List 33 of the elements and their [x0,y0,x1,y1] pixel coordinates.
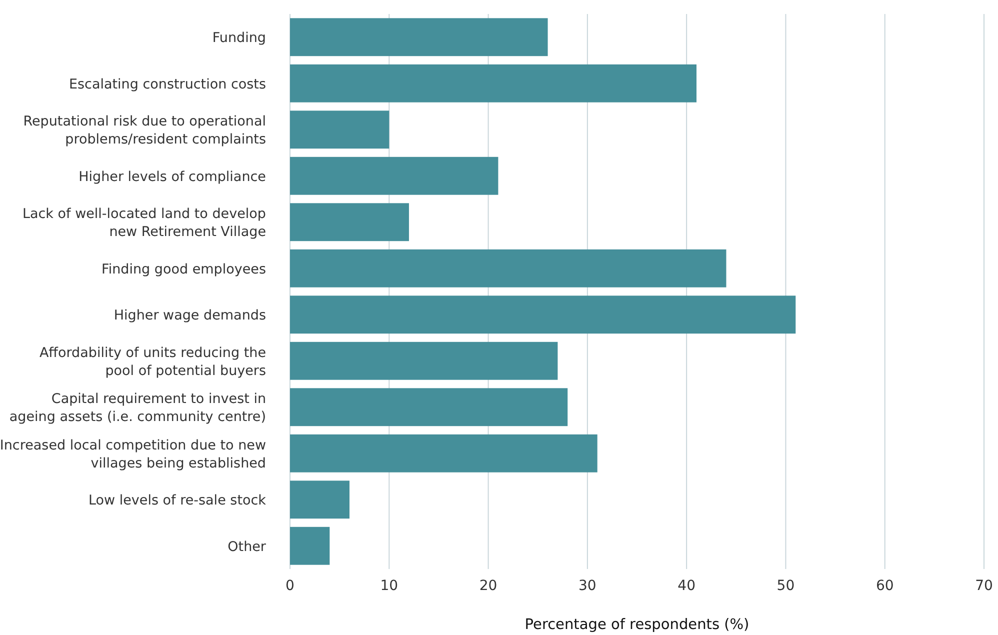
y-tick-label: Higher wage demands [114,308,266,324]
x-tick-label: 40 [678,578,696,594]
y-tick-label: Increased local competition due to new villages being established [0,437,266,472]
x-tick-label: 70 [975,578,993,594]
bar [290,156,498,195]
x-tick-label: 20 [479,578,498,594]
x-tick-label: 0 [286,578,294,594]
bar [290,110,390,149]
y-tick-label: Reputational risk due to operational problems/resident complaints [23,114,266,148]
bar [290,388,568,426]
x-tick-label: 30 [578,578,596,594]
x-tick-label: 60 [876,578,894,594]
bar [290,18,548,56]
y-tick-label: Affordability of units reducing the pool of potential buyers [39,344,266,379]
x-axis-title: Percentage of respondents (%) [524,617,750,633]
bar [290,342,558,380]
bar [290,203,409,242]
x-tick-label: 10 [380,578,398,594]
bar [290,434,598,472]
y-tick-label: Low levels of re-sale stock [88,492,266,509]
bar [290,526,330,565]
y-tick-label: Lack of well-located land to develop new Retirement Village [22,206,266,240]
bar [290,480,350,519]
bar [290,296,796,334]
y-tick-label: Capital requirement to invest in ageing assets (i.e. community centre) [9,391,266,426]
y-tick-label: Funding [212,30,266,46]
y-tick-label: Escalating construction costs [68,76,266,92]
y-tick-label: Other [228,538,266,555]
y-tick-label: Higher levels of compliance [78,168,266,185]
x-tick-label: 50 [776,578,795,594]
bar [290,64,696,102]
y-tick-label: Finding good employees [102,261,266,278]
bar [290,249,726,288]
